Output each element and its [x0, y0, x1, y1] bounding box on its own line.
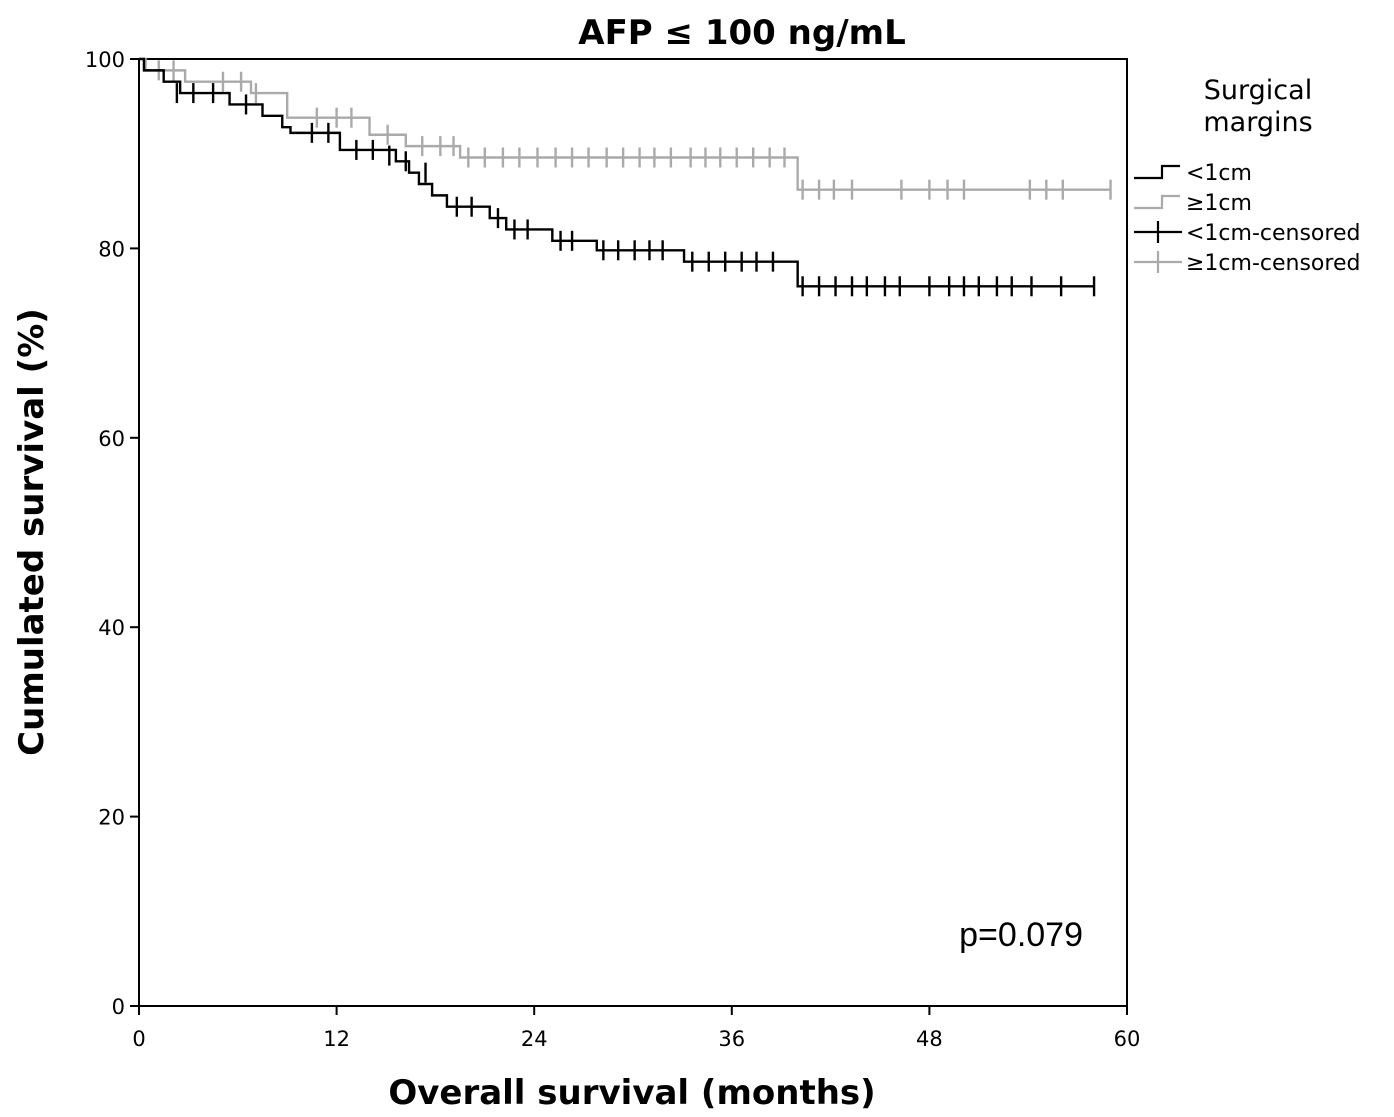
x-tick-label: 36	[718, 1027, 745, 1051]
series-layer	[139, 57, 1112, 297]
legend-item: ≥1cm-censored	[1134, 251, 1360, 276]
chart-title: AFP ≤ 100 ng/mL	[578, 13, 905, 53]
legend-swatch-step	[1134, 164, 1180, 180]
survival-step-line	[139, 57, 1095, 288]
legend-label: <1cm-censored	[1186, 221, 1360, 246]
y-tick-label: 40	[98, 616, 125, 640]
y-tick-label: 0	[112, 995, 125, 1019]
series-0	[139, 57, 1096, 297]
p-value-annotation: p=0.079	[959, 916, 1083, 954]
legend-title-line: Surgical	[1204, 75, 1312, 106]
y-axis-title: Cumulated survival (%)	[12, 308, 52, 756]
x-tick-label: 60	[1114, 1027, 1141, 1051]
x-axis: 0 12 24 36 48 60	[132, 1006, 1140, 1051]
legend-swatch-step	[1134, 194, 1180, 210]
legend-item: ≥1cm	[1134, 191, 1252, 216]
survival-step-line	[139, 57, 1111, 191]
x-tick-label: 12	[323, 1027, 350, 1051]
legend-label: <1cm	[1186, 161, 1252, 186]
legend-entries: <1cm ≥1cm <1cm-censored ≥1cm-censored	[1134, 161, 1360, 276]
y-tick-label: 100	[85, 48, 125, 72]
legend-label: ≥1cm-censored	[1186, 251, 1360, 276]
plot-frame	[138, 58, 1128, 1007]
x-tick-label: 48	[916, 1027, 943, 1051]
x-tick-label: 0	[132, 1027, 145, 1051]
legend-title: Surgical margins	[1203, 75, 1312, 138]
legend-title-line: margins	[1203, 107, 1312, 138]
y-axis: 0 20 40 60 80 100	[85, 48, 139, 1019]
legend-item: <1cm	[1134, 161, 1252, 186]
legend: Surgical margins <1cm ≥1cm <1cm-censored ≥1c…	[1134, 75, 1360, 276]
plot-area	[138, 58, 1128, 1007]
legend-item: <1cm-censored	[1134, 221, 1360, 246]
y-tick-label: 80	[98, 237, 125, 261]
y-tick-label: 20	[98, 806, 125, 830]
series-1	[139, 57, 1112, 200]
legend-label: ≥1cm	[1186, 191, 1252, 216]
x-axis-title: Overall survival (months)	[388, 1073, 875, 1112]
y-tick-label: 60	[98, 427, 125, 451]
x-tick-label: 24	[521, 1027, 548, 1051]
